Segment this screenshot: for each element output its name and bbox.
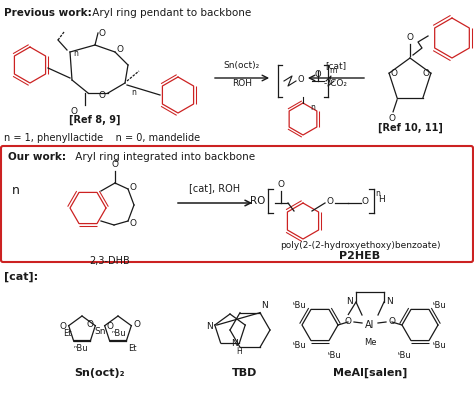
Text: H: H [237,347,242,356]
Text: O: O [362,196,369,206]
Text: [Ref 8, 9]: [Ref 8, 9] [69,115,121,125]
Text: ᵗBu: ᵗBu [433,341,447,349]
Text: Et: Et [63,329,72,338]
Text: [cat]: [cat] [326,61,346,70]
Text: ᵗBu: ᵗBu [398,351,412,359]
Text: ᵗBu: ᵗBu [328,351,342,359]
Text: TBD: TBD [232,368,258,378]
Text: Sn(oct)₂: Sn(oct)₂ [224,61,260,70]
Text: O: O [86,320,93,329]
Text: n: n [310,103,315,112]
Text: O: O [277,180,284,189]
Text: Al: Al [365,320,374,330]
Text: O: O [71,107,78,116]
Text: O: O [298,74,305,84]
Text: 2,3-DHB: 2,3-DHB [90,256,130,266]
Text: O: O [99,29,106,38]
Text: Sn: Sn [94,327,106,336]
Text: O: O [99,91,106,99]
Text: H: H [378,194,385,204]
Text: O: O [390,69,397,78]
Text: [cat]:: [cat]: [4,272,38,282]
Text: ⁿBu: ⁿBu [73,344,88,353]
Text: n: n [73,49,78,58]
Text: O: O [60,322,67,331]
Text: Our work:: Our work: [8,152,66,162]
Text: O: O [345,318,352,326]
Text: O: O [133,320,140,329]
Text: O: O [389,318,395,326]
Text: n: n [131,88,136,97]
Text: MeAl[salen]: MeAl[salen] [333,368,407,378]
Text: m: m [329,66,337,75]
Text: ROH: ROH [232,79,252,88]
Text: ⁿBu: ⁿBu [112,329,127,338]
Text: O: O [117,44,124,54]
Text: [cat], ROH: [cat], ROH [190,183,241,193]
Text: Sn(oct)₂: Sn(oct)₂ [75,368,125,378]
Text: N: N [387,298,393,306]
Text: ᵗBu: ᵗBu [293,341,307,349]
Text: P2HEB: P2HEB [339,251,381,261]
Text: - CO₂: - CO₂ [325,79,347,88]
Text: O: O [130,219,137,227]
Text: O: O [407,33,413,42]
Text: O: O [315,70,321,79]
Text: n: n [12,184,20,196]
Text: Me: Me [364,338,376,347]
Text: n: n [375,189,380,198]
Text: ᵗBu: ᵗBu [293,301,307,309]
Text: O: O [327,196,334,206]
Text: N: N [346,298,354,306]
Text: ᵗBu: ᵗBu [433,301,447,309]
Text: RO: RO [250,196,265,206]
Text: Previous work:: Previous work: [4,8,92,18]
Text: Et: Et [128,344,137,353]
Text: O: O [389,114,396,123]
Text: N: N [206,321,213,331]
Text: O: O [111,160,118,169]
Text: n = 1, phenyllactide    n = 0, mandelide: n = 1, phenyllactide n = 0, mandelide [4,133,200,143]
Text: N: N [231,339,237,349]
FancyBboxPatch shape [1,146,473,262]
Text: N: N [261,301,268,310]
Text: O: O [130,183,137,191]
Text: [Ref 10, 11]: [Ref 10, 11] [378,123,442,133]
Text: Aryl ring integrated into backbone: Aryl ring integrated into backbone [72,152,255,162]
Text: O: O [107,322,114,331]
Text: poly(2-(2-hydroxyethoxy)benzoate): poly(2-(2-hydroxyethoxy)benzoate) [280,241,440,250]
Text: O: O [423,69,430,78]
Text: Aryl ring pendant to backbone: Aryl ring pendant to backbone [89,8,251,18]
